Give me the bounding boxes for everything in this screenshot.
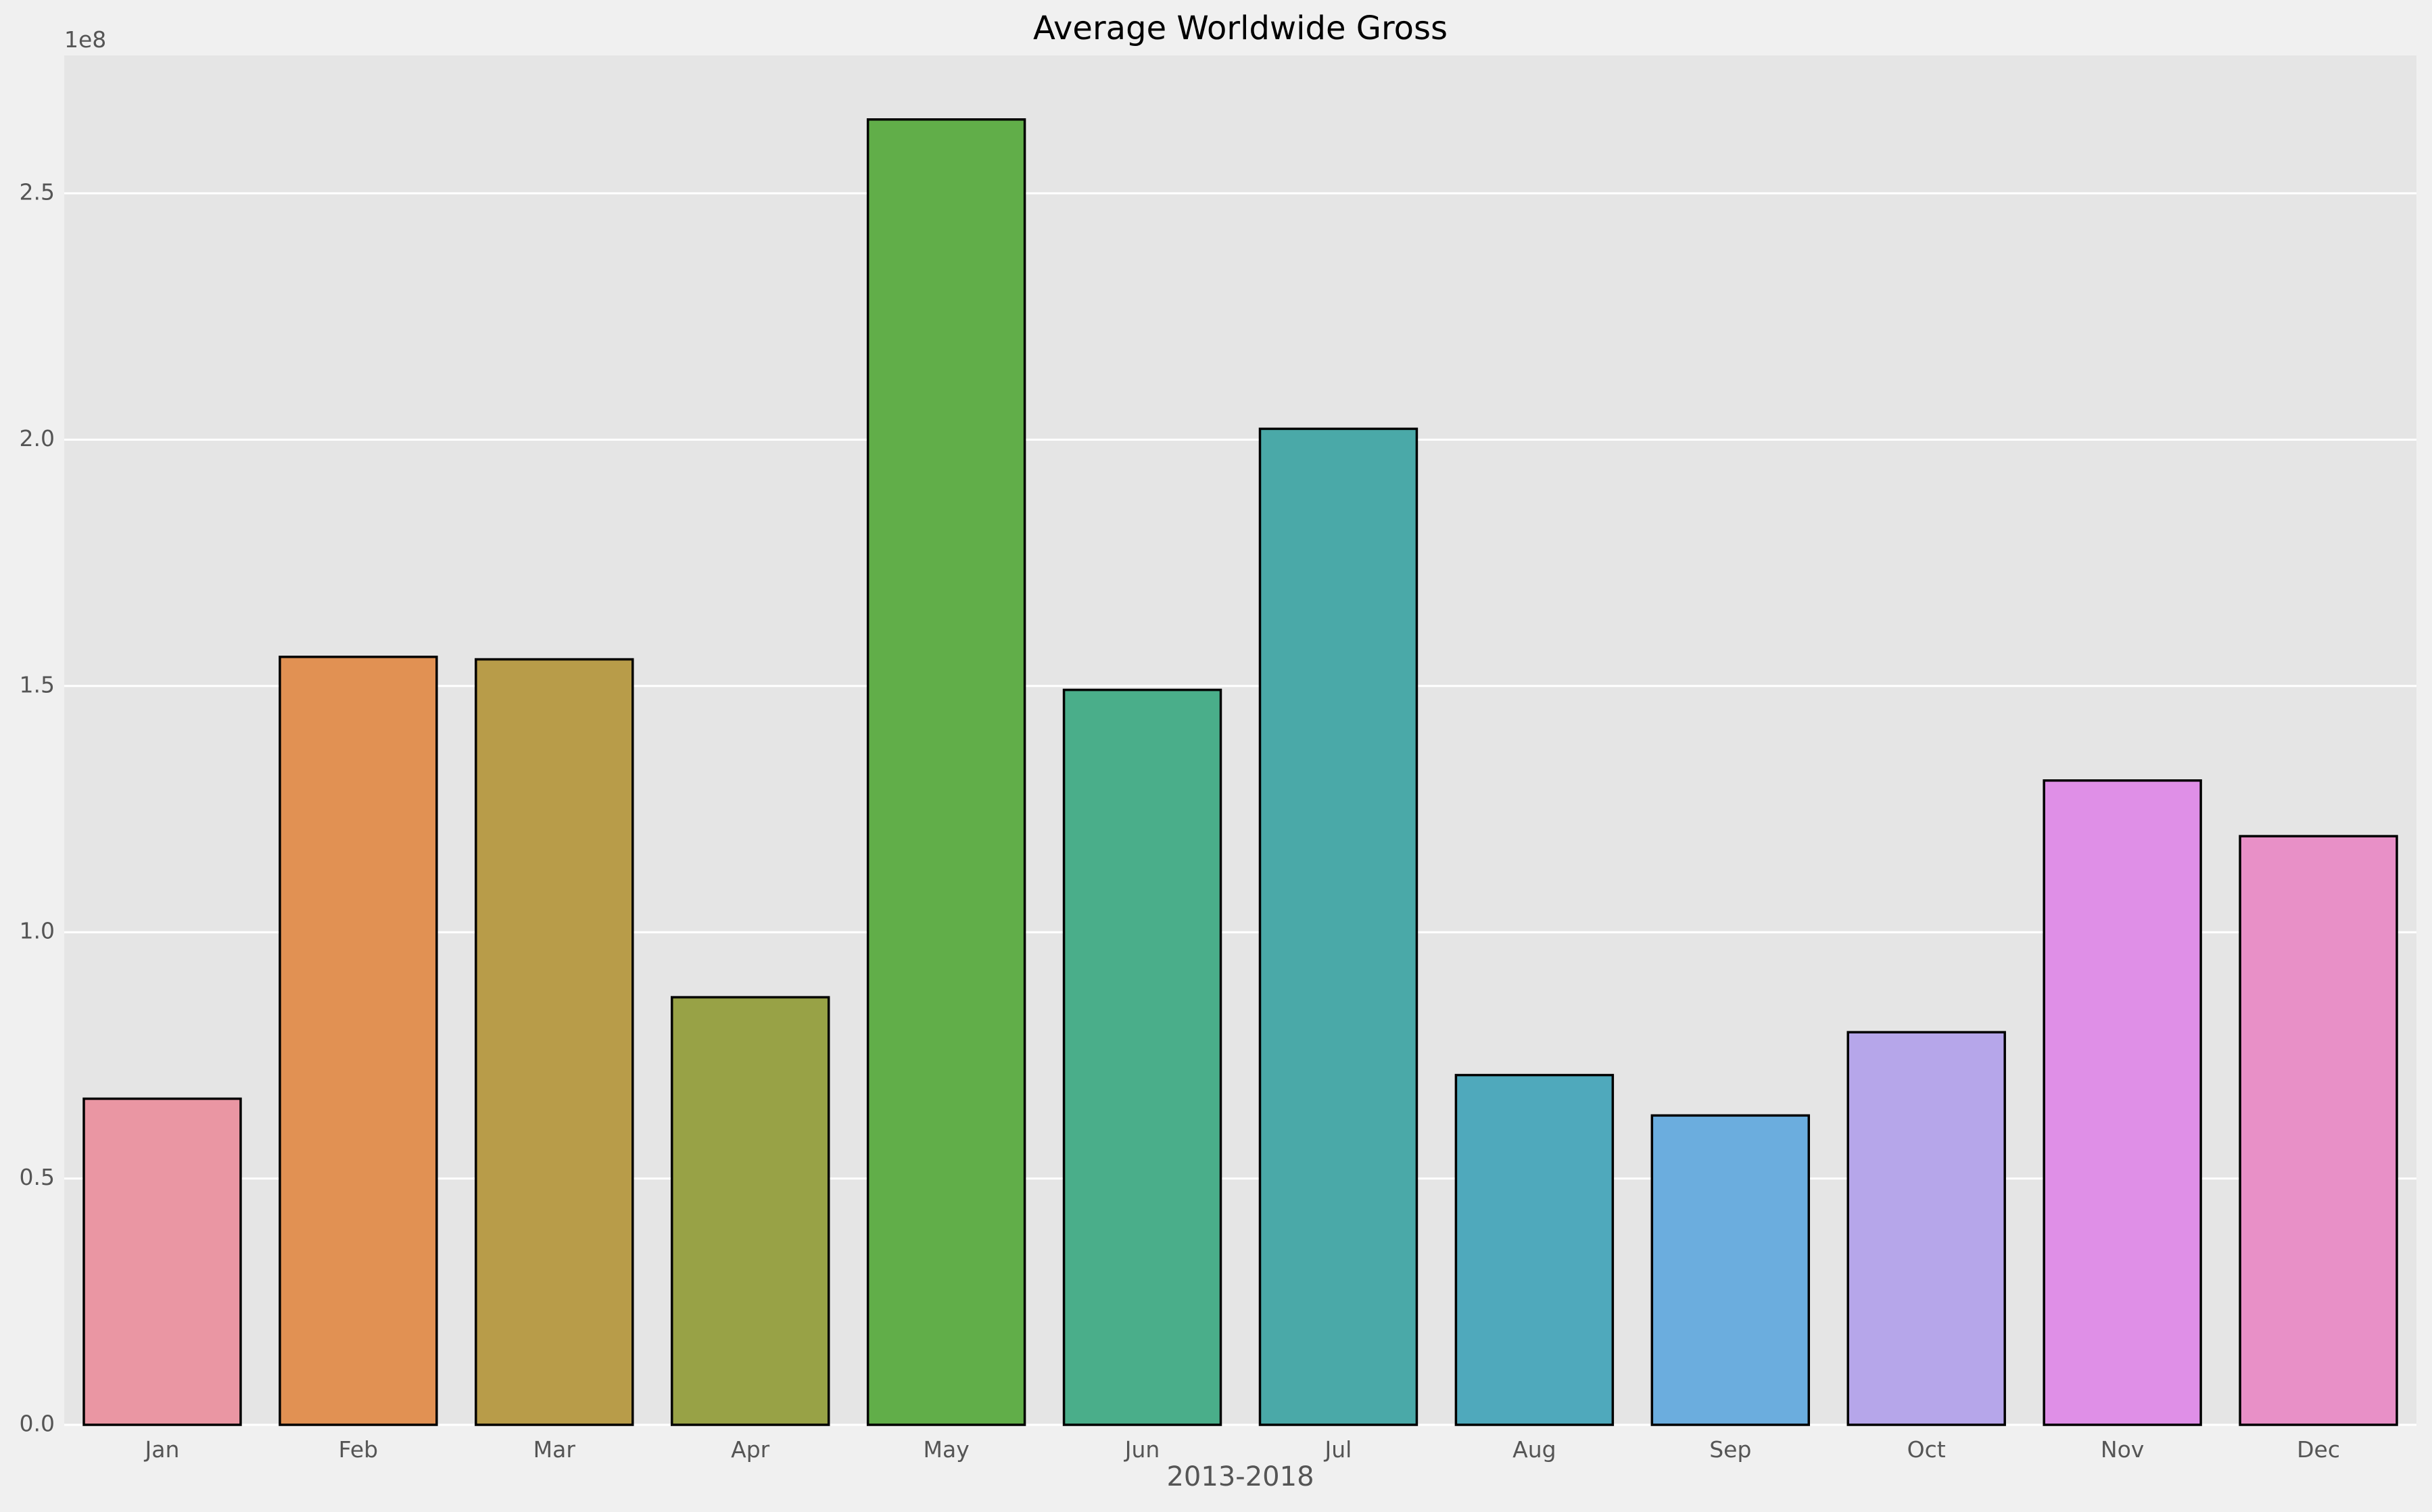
bar-jun [1062, 688, 1222, 1426]
bar-dec [2239, 835, 2398, 1426]
bar-apr [670, 996, 830, 1426]
y-tick-label: 1.5 [20, 671, 55, 698]
bar-nov [2043, 779, 2202, 1426]
bar-jul [1258, 427, 1418, 1426]
bar-feb [279, 656, 438, 1426]
bar-jan [82, 1097, 242, 1426]
x-tick-label: May [924, 1436, 970, 1463]
x-tick-label: Nov [2101, 1436, 2144, 1463]
x-axis-label: 2013-2018 [1166, 1461, 1314, 1492]
bars [82, 118, 2398, 1426]
bar-aug [1454, 1073, 1615, 1426]
x-tick-label: Sep [1709, 1436, 1751, 1463]
x-tick-label: Jan [144, 1436, 180, 1463]
x-tick-label: Feb [339, 1436, 378, 1463]
x-tick-label: Aug [1512, 1436, 1556, 1463]
x-tick-label: Jun [1124, 1436, 1160, 1463]
bar-oct [1846, 1031, 2006, 1426]
x-tick-label: Oct [1907, 1436, 1946, 1463]
plot-area [64, 55, 2416, 1425]
y-tick-label: 0.5 [20, 1164, 55, 1190]
grid-lines [64, 192, 2416, 1426]
bar-may [866, 118, 1026, 1426]
x-tick-label: Jul [1324, 1436, 1352, 1463]
y-tick-labels: 0.0 0.5 1.0 1.5 2.0 2.5 [20, 179, 55, 1437]
bar-mar [475, 658, 634, 1426]
y-tick-label: 0.0 [20, 1411, 55, 1437]
chart-title: Average Worldwide Gross [1033, 9, 1448, 47]
x-tick-label: Mar [533, 1436, 576, 1463]
y-tick-label: 1.0 [20, 918, 55, 944]
x-tick-label: Dec [2297, 1436, 2340, 1463]
bar-sep [1650, 1114, 1811, 1426]
x-tick-label: Apr [731, 1436, 770, 1463]
y-axis-offset-label: 1e8 [64, 26, 106, 53]
y-tick-label: 2.5 [20, 179, 55, 205]
y-tick-label: 2.0 [20, 425, 55, 452]
x-tick-labels: Jan Feb Mar Apr May Jun Jul Aug Sep Oct Nov Dec [144, 1436, 2340, 1463]
